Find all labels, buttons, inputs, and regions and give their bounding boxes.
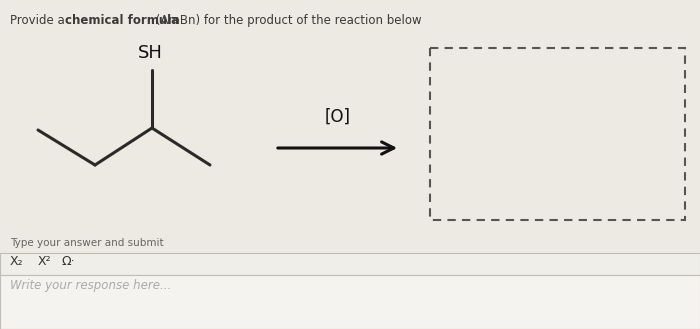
Text: (AmBn) for the product of the reaction below: (AmBn) for the product of the reaction b… [152, 14, 421, 27]
Text: SH: SH [138, 44, 163, 62]
Text: X₂: X₂ [10, 255, 24, 268]
Text: Provide a: Provide a [10, 14, 69, 27]
Bar [0, 253, 700, 275]
Bar [0, 275, 700, 329]
Text: [O]: [O] [325, 108, 351, 126]
Text: chemical formula: chemical formula [65, 14, 179, 27]
Text: Ω·: Ω· [62, 255, 76, 268]
Text: Write your response here...: Write your response here... [10, 279, 172, 292]
Text: X²: X² [38, 255, 52, 268]
Bar [430, 48, 685, 220]
Text: Type your answer and submit: Type your answer and submit [10, 238, 164, 248]
